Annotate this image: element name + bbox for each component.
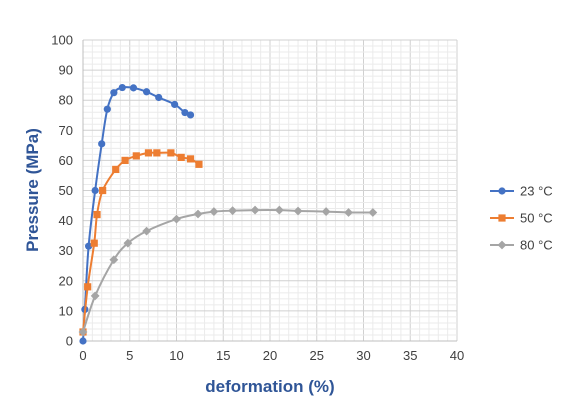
data-point (84, 283, 92, 291)
data-point (181, 108, 189, 117)
x-tick-label: 10 (169, 348, 183, 363)
series-3 (78, 205, 378, 337)
legend-item: 80 °C (490, 238, 553, 253)
data-point (78, 327, 88, 337)
legend-marker (498, 187, 506, 195)
gridlines (82, 39, 458, 342)
data-point (79, 337, 87, 345)
data-point (321, 207, 331, 216)
data-point (110, 89, 118, 97)
legend-label: 80 °C (520, 238, 553, 253)
legend-item: 23 °C (490, 184, 553, 199)
data-point (99, 186, 107, 195)
x-tick-label: 0 (79, 348, 86, 363)
y-tick-label: 10 (59, 303, 73, 318)
legend-label: 23 °C (520, 184, 553, 199)
data-point (103, 105, 111, 113)
x-tick-label: 25 (310, 348, 324, 363)
data-point (132, 152, 140, 160)
legend-marker (498, 214, 506, 222)
plot-series (78, 83, 378, 345)
data-point (91, 186, 99, 195)
legend-marker (497, 240, 507, 250)
data-point (98, 140, 106, 148)
data-point (142, 88, 151, 96)
x-tick-label: 20 (263, 348, 277, 363)
data-point (274, 205, 284, 215)
x-tick-label: 30 (356, 348, 370, 363)
y-tick-label: 70 (59, 123, 73, 138)
x-axis-title: deformation (%) (205, 377, 334, 396)
data-point (177, 153, 185, 161)
data-point (195, 160, 203, 168)
y-tick-label: 50 (59, 183, 73, 198)
data-point (109, 255, 119, 265)
data-point (118, 83, 126, 92)
data-point (228, 206, 237, 216)
y-axis-title: Pressure (MPa) (23, 128, 42, 252)
legend-item: 50 °C (490, 211, 553, 226)
series-line (82, 208, 373, 333)
x-tick-label: 15 (216, 348, 230, 363)
data-point (93, 210, 101, 219)
y-tick-label: 40 (59, 213, 73, 228)
data-point (172, 214, 181, 224)
x-tick-label: 35 (403, 348, 417, 363)
y-tick-label: 80 (59, 93, 73, 108)
data-point (250, 205, 260, 215)
series-1 (79, 83, 195, 345)
data-point (123, 238, 133, 248)
data-point (186, 155, 195, 163)
y-tick-label: 90 (59, 63, 73, 78)
y-tick-label: 30 (59, 243, 73, 258)
legend: 23 °C 50 °C 80 °C (490, 184, 553, 253)
data-point (167, 149, 175, 157)
data-point (129, 84, 138, 92)
data-point (153, 149, 161, 157)
data-point (155, 93, 163, 102)
data-point (186, 111, 195, 119)
data-point (344, 208, 353, 217)
y-tick-label: 0 (66, 334, 73, 349)
data-point (121, 156, 129, 164)
y-tick-label: 20 (59, 273, 73, 288)
data-point (142, 226, 151, 236)
data-point (209, 207, 219, 216)
x-tick-label: 40 (450, 348, 464, 363)
tick-labels: 0 5 10 15 20 25 30 35 40 0 10 20 30 40 50 60 70 80 90 100 (51, 33, 464, 364)
y-tick-label: 60 (59, 153, 73, 168)
data-point (144, 149, 153, 157)
y-tick-label: 100 (51, 33, 73, 48)
data-point (112, 165, 120, 174)
data-point (171, 100, 179, 109)
data-point (90, 291, 100, 301)
x-tick-label: 5 (126, 348, 133, 363)
data-point (293, 206, 303, 216)
axes (82, 40, 457, 342)
data-point (368, 208, 378, 217)
data-point (90, 239, 98, 247)
data-point (193, 209, 203, 219)
data-point (85, 242, 93, 250)
legend-label: 50 °C (520, 211, 553, 226)
